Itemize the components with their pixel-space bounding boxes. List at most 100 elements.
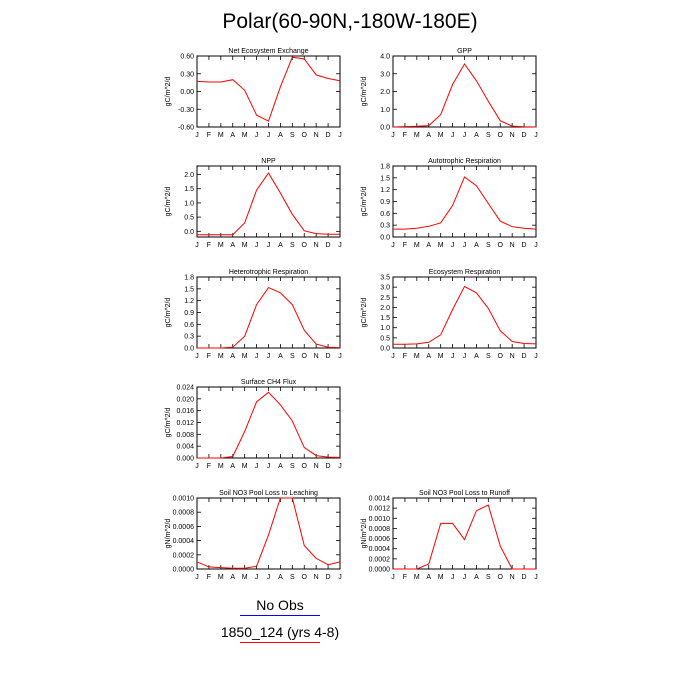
x-tick-label: J xyxy=(451,574,455,581)
y-tick-label: 0.0000 xyxy=(369,567,391,574)
x-tick-label: S xyxy=(290,463,295,470)
y-axis-label: gC/m^2/d xyxy=(165,298,172,328)
x-tick-label: J xyxy=(255,574,259,581)
y-tick-label: 1.5 xyxy=(380,175,390,182)
y-tick-label: 0.0004 xyxy=(369,546,391,553)
y-tick-label: 4.0 xyxy=(380,54,390,61)
x-tick-label: A xyxy=(278,132,283,139)
y-tick-label: 0.6 xyxy=(184,322,194,329)
x-tick-label: J xyxy=(534,242,538,249)
x-tick-label: F xyxy=(403,242,407,249)
x-tick-label: M xyxy=(414,574,420,581)
y-axis-label: gC/m^2/d xyxy=(165,77,172,107)
x-tick-label: A xyxy=(474,574,479,581)
legend-model-line xyxy=(240,642,320,643)
x-tick-label: S xyxy=(486,353,491,360)
y-axis-label: gC/m^2/d xyxy=(361,298,368,328)
x-tick-label: A xyxy=(230,242,235,249)
series-line xyxy=(197,57,340,121)
y-axis-label: gC/m^2/d xyxy=(361,187,368,217)
y-tick-label: 0.0002 xyxy=(173,552,195,559)
y-tick-label: 2.5 xyxy=(380,295,390,302)
x-tick-label: A xyxy=(278,353,283,360)
x-tick-label: F xyxy=(207,242,211,249)
x-tick-label: A xyxy=(230,353,235,360)
y-tick-label: 0.30 xyxy=(180,71,194,78)
y-tick-label: 0.3 xyxy=(184,334,194,341)
x-tick-label: M xyxy=(242,132,248,139)
x-tick-label: M xyxy=(218,242,224,249)
y-tick-label: 1.0 xyxy=(380,325,390,332)
y-tick-label: 0.3 xyxy=(380,223,390,230)
x-tick-label: A xyxy=(278,242,283,249)
series-line xyxy=(197,288,340,348)
plot-title: NPP xyxy=(261,158,276,165)
x-tick-label: N xyxy=(510,242,515,249)
x-tick-label: F xyxy=(403,132,407,139)
x-tick-label: F xyxy=(207,132,211,139)
x-tick-label: M xyxy=(218,574,224,581)
x-tick-label: N xyxy=(510,353,515,360)
x-tick-label: M xyxy=(218,132,224,139)
y-tick-label: 1.5 xyxy=(184,286,194,293)
x-tick-label: J xyxy=(267,353,271,360)
x-tick-label: J xyxy=(451,242,455,249)
x-tick-label: A xyxy=(230,463,235,470)
x-tick-label: N xyxy=(314,353,319,360)
x-tick-label: J xyxy=(255,242,259,249)
x-tick-label: D xyxy=(326,132,331,139)
y-tick-label: 0.0006 xyxy=(369,536,391,543)
y-tick-label: 0.0012 xyxy=(369,506,391,513)
y-tick-label: 0.0 xyxy=(380,346,390,353)
y-tick-label: 0.0010 xyxy=(173,496,195,503)
x-tick-label: J xyxy=(195,353,199,360)
x-tick-label: A xyxy=(474,353,479,360)
x-tick-label: N xyxy=(314,132,319,139)
x-tick-label: N xyxy=(510,132,515,139)
x-tick-label: M xyxy=(438,242,444,249)
y-tick-label: 0.0008 xyxy=(369,526,391,533)
x-tick-label: J xyxy=(267,242,271,249)
plot-frame xyxy=(393,498,536,569)
y-tick-label: 0.016 xyxy=(176,408,194,415)
plot-frame xyxy=(197,387,340,458)
x-tick-label: N xyxy=(314,463,319,470)
y-tick-label: 0.0 xyxy=(380,235,390,242)
x-tick-label: J xyxy=(255,463,259,470)
x-tick-label: J xyxy=(451,132,455,139)
plot-title: Autotrophic Respiration xyxy=(428,158,501,165)
y-tick-label: 0.020 xyxy=(176,396,194,403)
x-tick-label: O xyxy=(498,574,504,581)
x-tick-label: A xyxy=(426,353,431,360)
x-tick-label: S xyxy=(290,242,295,249)
y-tick-label: 0.5 xyxy=(184,215,194,222)
legend-model-label: 1850_124 (yrs 4-8) xyxy=(0,624,560,640)
x-tick-label: J xyxy=(463,574,467,581)
x-tick-label: M xyxy=(242,463,248,470)
y-tick-label: 0.00 xyxy=(180,89,194,96)
plot-title: Net Ecosystem Exchange xyxy=(228,48,308,55)
x-tick-label: F xyxy=(403,353,407,360)
x-tick-label: J xyxy=(463,353,467,360)
x-tick-label: J xyxy=(391,242,395,249)
x-tick-label: J xyxy=(267,574,271,581)
y-tick-label: 0.60 xyxy=(180,54,194,61)
x-tick-label: J xyxy=(534,132,538,139)
x-tick-label: J xyxy=(267,463,271,470)
x-tick-label: S xyxy=(486,132,491,139)
x-tick-label: D xyxy=(522,132,527,139)
x-tick-label: A xyxy=(474,242,479,249)
x-tick-label: D xyxy=(326,574,331,581)
y-tick-label: 0.0004 xyxy=(173,538,195,545)
plot-frame xyxy=(197,56,340,127)
y-tick-label: 3.0 xyxy=(380,71,390,78)
y-tick-label: 0.0 xyxy=(380,125,390,132)
y-tick-label: 0.012 xyxy=(176,420,194,427)
plot-title: GPP xyxy=(457,48,472,55)
x-tick-label: S xyxy=(290,353,295,360)
y-tick-label: 3.0 xyxy=(380,285,390,292)
y-tick-label: 0.0006 xyxy=(173,524,195,531)
x-tick-label: A xyxy=(426,574,431,581)
x-tick-label: O xyxy=(302,574,308,581)
x-tick-label: O xyxy=(498,242,504,249)
